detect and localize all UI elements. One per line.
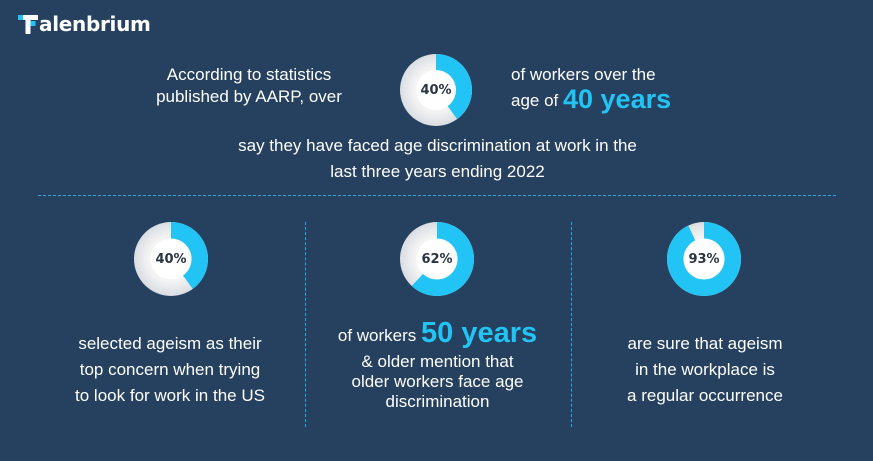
stat-2-line-2: older workers face age (351, 372, 524, 391)
donut-chart-top: 40% (400, 54, 472, 126)
donut-stat-3-percent: 93% (688, 251, 720, 267)
vertical-divider-1 (305, 222, 306, 427)
intro-right-line-1: of workers over the (511, 65, 656, 84)
donut-stat-3-hole (683, 238, 725, 280)
stat-3-line-1: are sure that ageism (627, 334, 783, 353)
intro-bottom-line-2: last three years ending 2022 (330, 162, 545, 181)
stat-1-line-2: top concern when trying (79, 360, 261, 379)
intro-age-highlight: 40 years (563, 84, 672, 114)
intro-right-prefix: age of (511, 91, 563, 110)
horizontal-divider (38, 195, 836, 196)
intro-bottom-line-1: say they have faced age discrimination a… (238, 136, 637, 155)
brand-logo-icon (18, 15, 38, 34)
donut-top-svg (400, 54, 472, 126)
donut-stat-2-hole (416, 238, 458, 280)
intro-left-text: According to statistics published by AAR… (118, 64, 380, 108)
stat-2-line-3: discrimination (385, 392, 490, 411)
brand-logo: alenbrium (16, 12, 151, 36)
intro-left-line-1: According to statistics (166, 65, 332, 84)
stat-1-line-1: selected ageism as their (78, 334, 262, 353)
donut-stat-1-percent: 40% (155, 251, 187, 267)
donut-stat-2-svg (400, 222, 474, 296)
stat-2-age-highlight: 50 years (421, 317, 538, 349)
stat-3-line-3: a regular occurrence (627, 386, 783, 405)
vertical-divider-2 (571, 222, 572, 427)
stat-1-description: selected ageism as their top concern whe… (40, 331, 300, 409)
donut-chart-stat-3: 93% (667, 222, 741, 296)
stat-3-line-2: in the workplace is (635, 360, 775, 379)
intro-bottom-text: say they have faced age discrimination a… (160, 135, 715, 183)
brand-name: alenbrium (39, 12, 151, 36)
intro-left-line-2: published by AARP, over (156, 87, 342, 106)
stat-2-prefix: of workers (337, 326, 421, 345)
stat-3-description: are sure that ageism in the workplace is… (580, 331, 830, 409)
donut-stat-3-svg (667, 222, 741, 296)
donut-chart-stat-2: 62% (400, 222, 474, 296)
stat-1-line-3: to look for work in the US (75, 386, 265, 405)
stat-2-description: of workers 50 years & older mention that… (310, 319, 565, 412)
donut-stat-2-percent: 62% (421, 251, 453, 267)
stat-2-line-1: & older mention that (361, 352, 514, 371)
donut-top-percent: 40% (420, 82, 452, 98)
donut-stat-1-hole (150, 238, 192, 280)
donut-stat-1-svg (134, 222, 208, 296)
donut-top-hole (416, 70, 456, 110)
intro-right-text: of workers over the age of 40 years (511, 64, 751, 114)
donut-chart-stat-1: 40% (134, 222, 208, 296)
